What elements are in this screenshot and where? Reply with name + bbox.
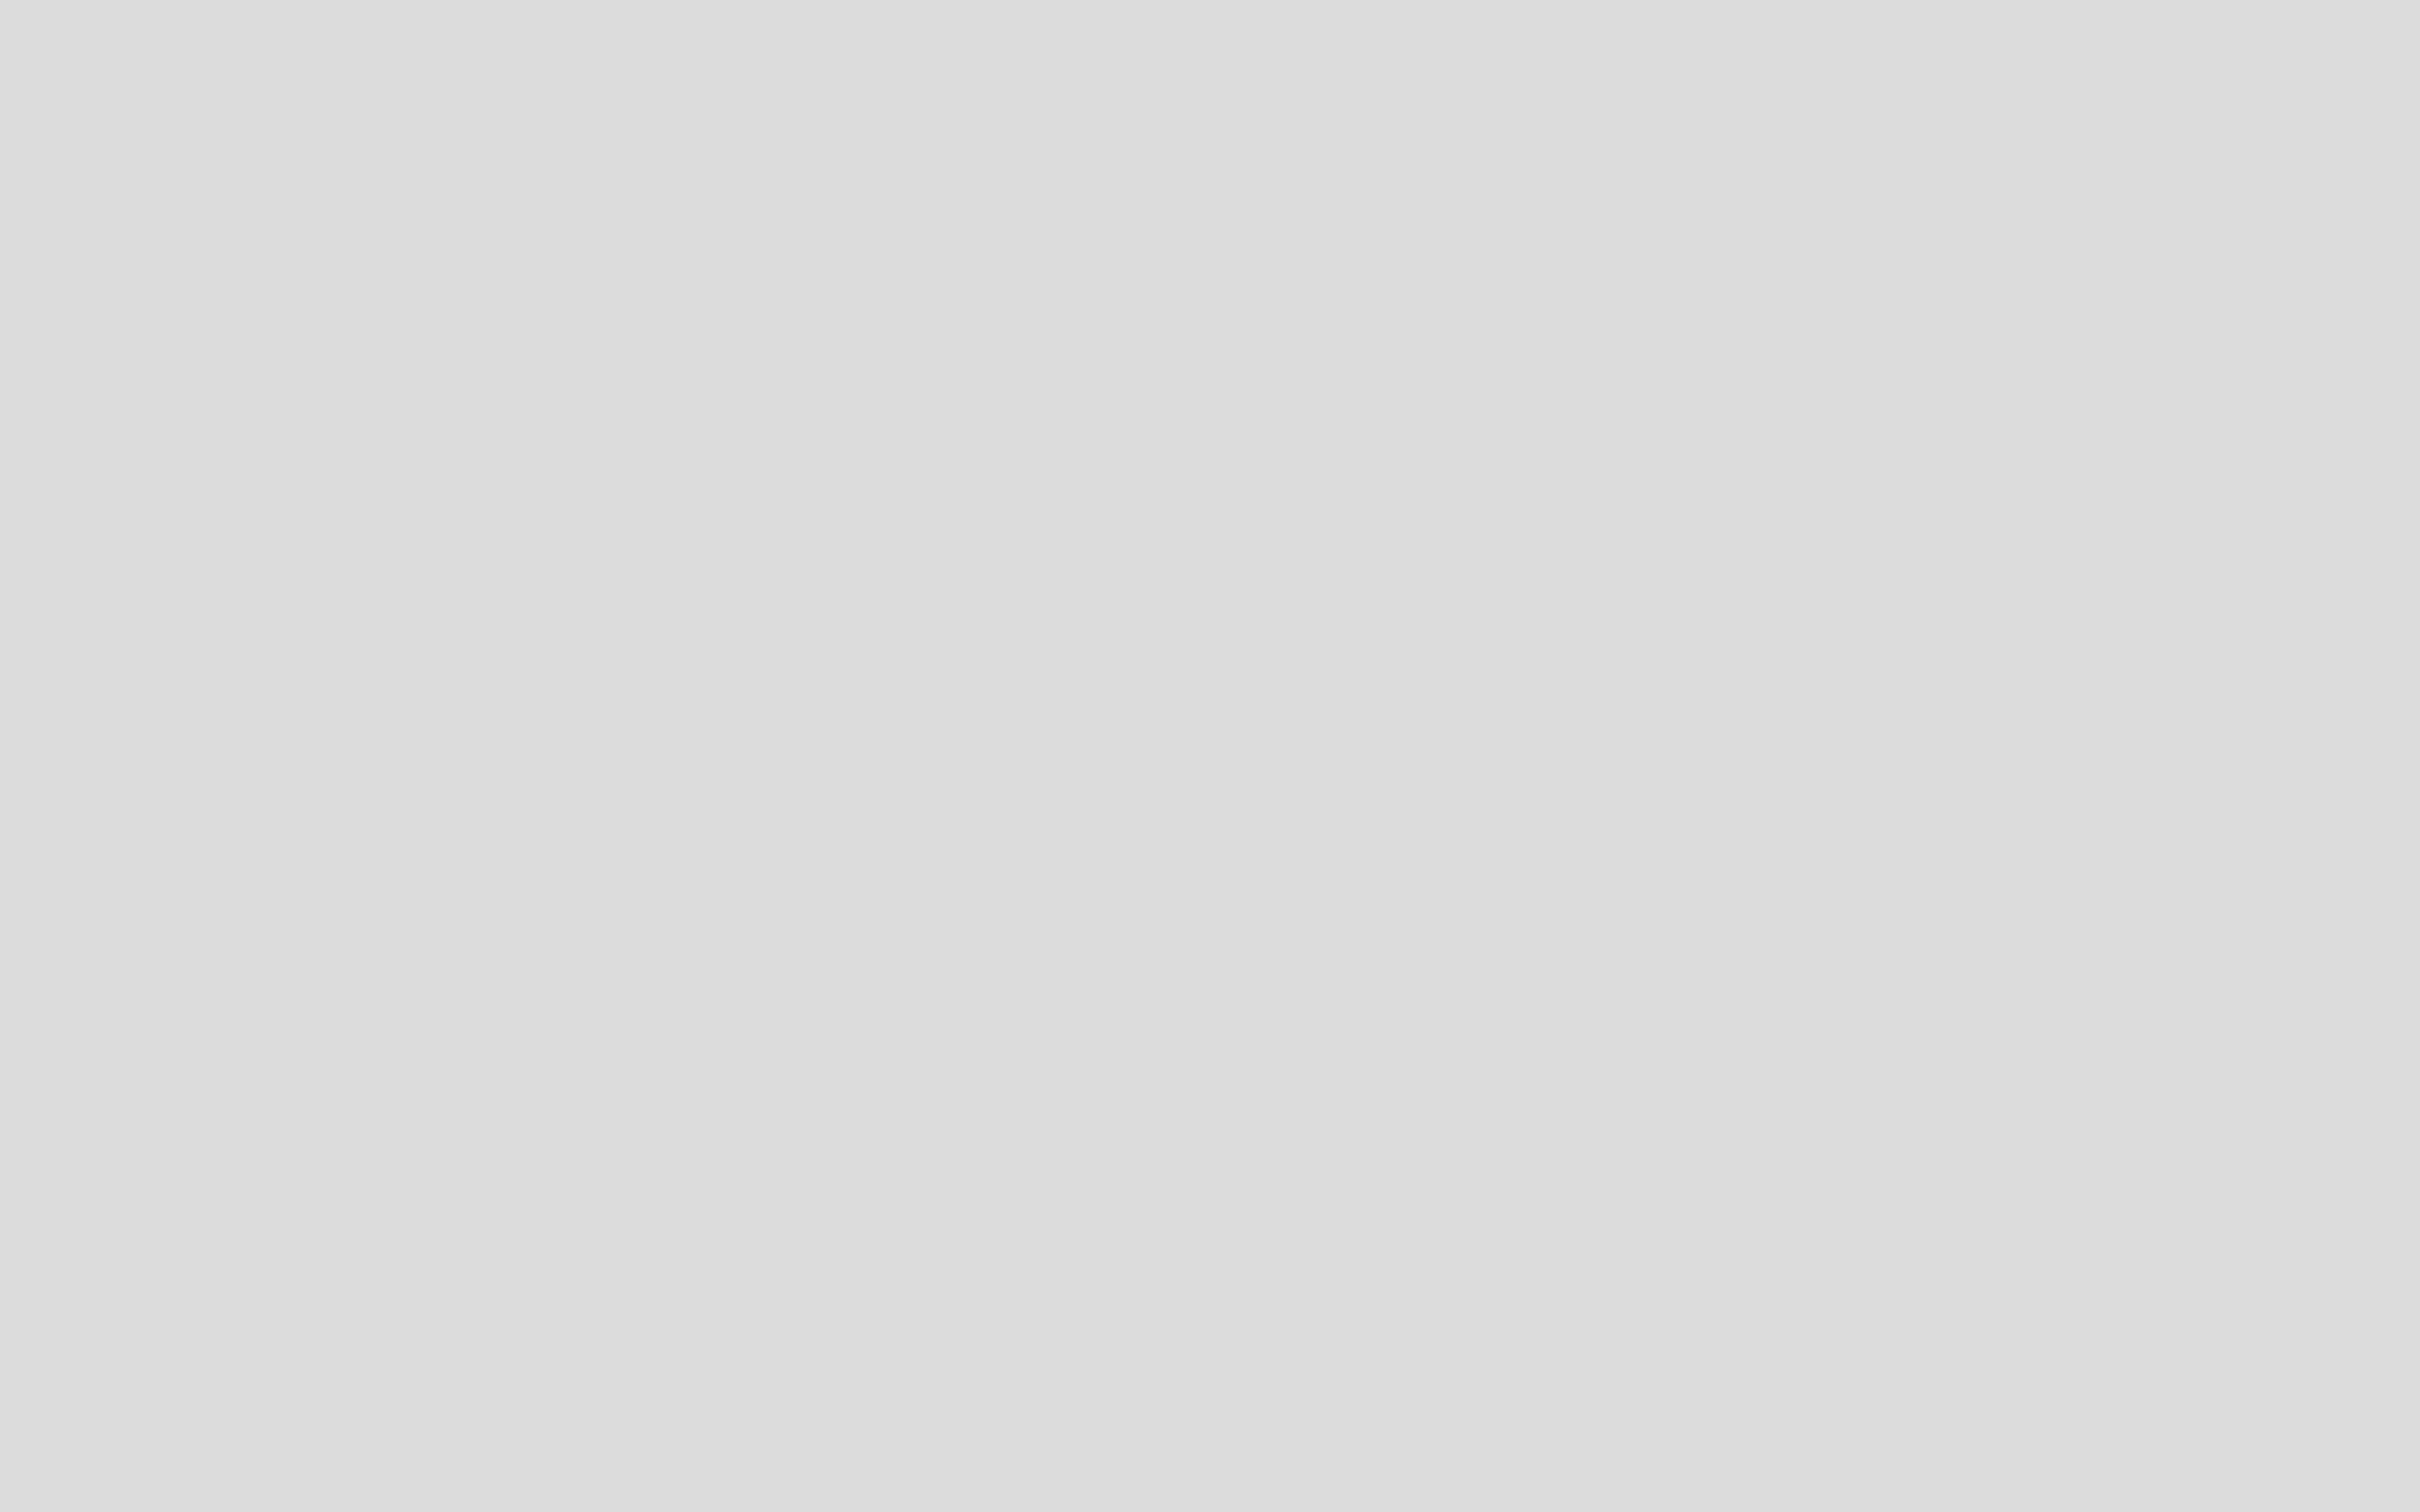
quadrant-bottom-left bbox=[0, 756, 1210, 1512]
quadrant-bottom-right bbox=[1210, 756, 2420, 1512]
quadrant-top-left bbox=[0, 0, 1210, 756]
quadrant-top-right bbox=[1210, 0, 2420, 756]
